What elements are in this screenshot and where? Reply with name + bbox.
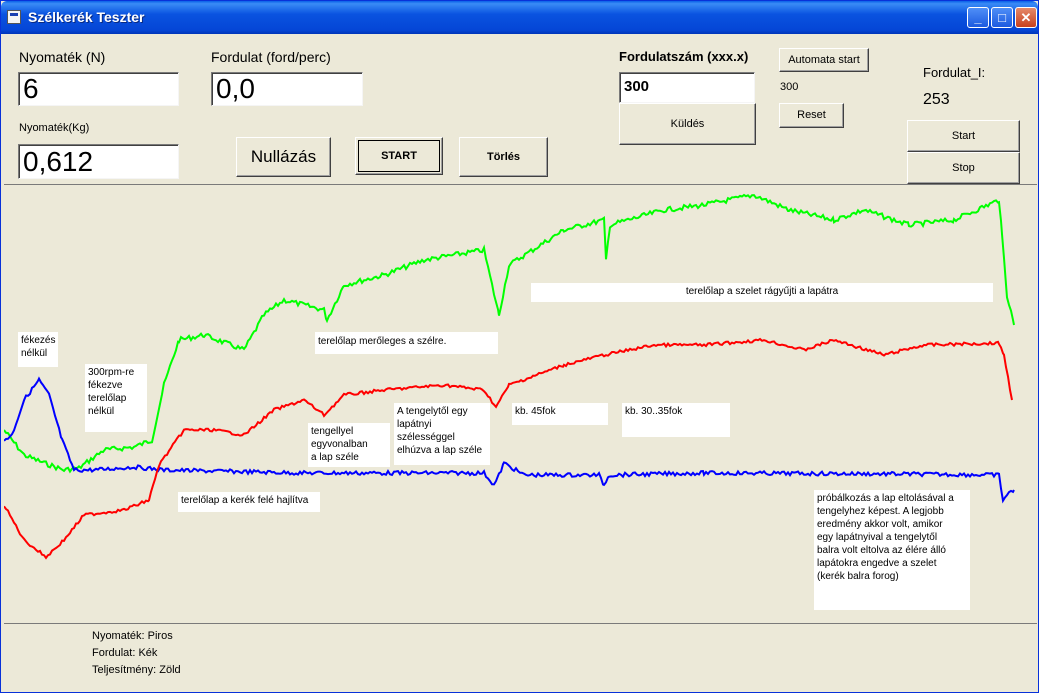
fordulat-start-button[interactable]: Start	[907, 120, 1020, 152]
minimize-button[interactable]: _	[967, 7, 989, 28]
torles-button[interactable]: Törlés	[459, 137, 548, 177]
torque-trace	[4, 337, 1013, 560]
annotation-fekezes: fékezés nélkül	[18, 332, 58, 367]
rpm-command-readout: 300	[780, 81, 799, 93]
automata-start-button[interactable]: Automata start	[779, 48, 869, 72]
annotation-tengellyel: tengellyel egyvonalban a lap széle	[308, 423, 390, 467]
torque-kg-label: Nyomaték(Kg)	[19, 122, 90, 134]
rpm-label: Fordulat (ford/perc)	[211, 49, 331, 65]
close-button[interactable]: ✕	[1015, 7, 1037, 28]
rpm-command-heading: Fordulatszám (xxx.x)	[619, 49, 749, 64]
legend-rpm: Fordulat: Kék	[92, 647, 158, 659]
annotation-fekezve: 300rpm-re fékezve terelőlap nélkül	[85, 364, 147, 432]
annotation-tengelytol: A tengelytől egy lapátnyi szélességgel e…	[394, 403, 490, 465]
fordulat-i-label: Fordulat_I:	[923, 65, 986, 80]
window-title: Szélkerék Teszter	[28, 9, 145, 25]
power-trace	[4, 193, 1015, 474]
app-icon	[7, 10, 21, 24]
rpm-command-input[interactable]: 300	[619, 72, 755, 103]
rpm-trace	[4, 376, 1015, 504]
chart-svg	[4, 193, 1015, 560]
fordulat-stop-button[interactable]: Stop	[907, 152, 1020, 184]
annotation-probalkozas: próbálkozás a lap eltolásával a tengelyh…	[814, 490, 970, 610]
rpm-field[interactable]: 0,0	[211, 72, 363, 106]
measurement-chart: fékezés nélkül 300rpm-re fékezve terelől…	[4, 184, 1037, 624]
annotation-hajlitva: terelőlap a kerék felé hajlítva	[178, 492, 320, 512]
maximize-button[interactable]: □	[991, 7, 1013, 28]
title-bar[interactable]: Szélkerék Teszter _ □ ✕	[1, 1, 1038, 34]
legend-torque: Nyomaték: Piros	[92, 630, 173, 642]
nullazas-button[interactable]: Nullázás	[236, 137, 331, 177]
send-button[interactable]: Küldés	[619, 103, 756, 145]
torque-n-field[interactable]: 6	[18, 72, 179, 106]
legend-power: Teljesítmény: Zöld	[92, 664, 181, 676]
fordulat-i-value: 253	[923, 91, 950, 108]
annotation-kb45: kb. 45fok	[512, 403, 608, 425]
reset-button[interactable]: Reset	[779, 103, 844, 128]
torque-n-label: Nyomaték (N)	[19, 49, 106, 65]
torque-kg-field[interactable]: 0,612	[18, 144, 179, 179]
annotation-ragyujti: terelőlap a szelet rágyűjti a lapátra	[531, 283, 993, 302]
annotation-kb30: kb. 30..35fok	[622, 403, 730, 437]
start-button[interactable]: START	[355, 137, 443, 175]
annotation-meroleges: terelőlap merőleges a szélre.	[315, 332, 498, 354]
